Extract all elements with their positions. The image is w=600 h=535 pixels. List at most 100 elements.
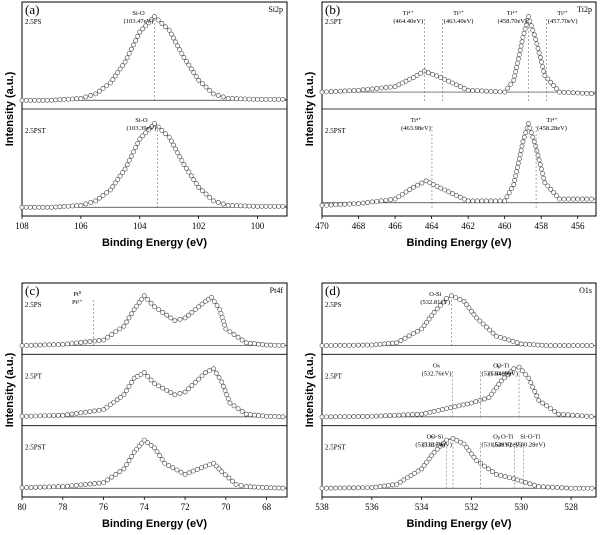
data-point <box>19 204 25 210</box>
data-point <box>412 470 417 476</box>
data-point <box>346 485 352 491</box>
data-point <box>337 202 343 207</box>
data-point <box>333 414 338 420</box>
data-point <box>319 203 325 208</box>
data-point <box>557 343 563 348</box>
data-point <box>396 194 402 200</box>
data-point <box>129 311 134 317</box>
data-point <box>535 342 541 348</box>
data-point <box>386 341 391 346</box>
data-point <box>186 169 192 175</box>
fit-envelope <box>321 437 596 489</box>
data-point <box>324 343 329 348</box>
data-point <box>507 475 512 481</box>
data-point <box>110 77 116 82</box>
data-point <box>120 170 126 175</box>
data-point <box>419 326 425 332</box>
data-point <box>70 203 75 209</box>
data-point <box>159 127 165 133</box>
data-point <box>328 485 334 491</box>
data-point <box>152 304 157 310</box>
data-point <box>381 483 387 489</box>
data-point <box>145 440 151 446</box>
x-tick-label: 538 <box>315 502 329 512</box>
data-point <box>268 414 274 419</box>
data-point <box>419 466 425 472</box>
data-point <box>514 169 519 175</box>
data-point <box>186 62 192 68</box>
data-point <box>28 413 34 419</box>
data-point <box>126 51 132 56</box>
peak-value: (463.98eV) <box>401 125 431 132</box>
data-point <box>450 436 456 441</box>
data-point <box>53 204 59 210</box>
data-point <box>369 413 375 419</box>
data-point <box>225 396 231 402</box>
peak-label: Si-O <box>132 10 145 17</box>
data-point <box>365 86 371 92</box>
data-point <box>101 480 106 486</box>
data-point <box>136 443 142 449</box>
data-point <box>211 366 217 372</box>
data-point <box>415 328 420 334</box>
data-point <box>452 404 458 410</box>
data-point <box>493 198 498 204</box>
data-point <box>438 185 444 191</box>
data-point <box>474 315 479 321</box>
data-point <box>42 342 48 348</box>
data-point <box>531 139 537 145</box>
data-point <box>570 90 576 96</box>
data-point <box>177 390 183 396</box>
data-point <box>514 65 519 70</box>
data-point <box>215 93 221 98</box>
data-point <box>192 307 198 312</box>
data-point <box>479 198 485 204</box>
data-point <box>351 414 357 419</box>
data-point <box>155 124 161 130</box>
data-point <box>96 338 102 343</box>
data-point <box>88 200 94 205</box>
data-point <box>585 485 591 491</box>
data-point <box>373 484 379 490</box>
data-point <box>568 485 574 491</box>
data-point <box>482 396 487 402</box>
data-point <box>442 187 448 193</box>
peak-value: (464.40eV) <box>393 18 423 25</box>
data-point <box>565 412 571 418</box>
data-point <box>189 309 195 315</box>
data-point <box>173 39 178 45</box>
data-point <box>33 484 38 490</box>
data-point <box>46 484 52 490</box>
data-point <box>493 89 498 95</box>
data-point <box>421 323 427 329</box>
data-point <box>243 340 249 346</box>
data-point <box>537 162 543 167</box>
data-point <box>104 404 110 410</box>
data-point <box>51 484 57 490</box>
data-point <box>78 203 84 208</box>
data-point <box>355 414 361 419</box>
data-point <box>530 134 536 140</box>
data-point <box>390 340 395 346</box>
data-point <box>486 395 492 400</box>
data-point <box>247 484 253 490</box>
data-point <box>406 333 412 339</box>
data-point <box>69 483 75 489</box>
data-point <box>83 409 88 415</box>
data-point <box>516 52 522 57</box>
data-point <box>113 329 119 335</box>
data-point <box>159 457 165 462</box>
x-tick-label: 102 <box>192 221 206 231</box>
data-point <box>260 342 265 347</box>
data-point <box>131 42 136 48</box>
data-point <box>239 408 245 414</box>
data-point <box>424 319 430 325</box>
data-point <box>255 203 260 209</box>
peak-value: (530.28eV) <box>515 442 545 449</box>
data-point <box>194 467 200 472</box>
data-point <box>267 203 273 209</box>
data-point <box>493 333 499 339</box>
data-point <box>431 408 437 414</box>
data-point <box>394 481 400 487</box>
data-point <box>78 96 84 101</box>
